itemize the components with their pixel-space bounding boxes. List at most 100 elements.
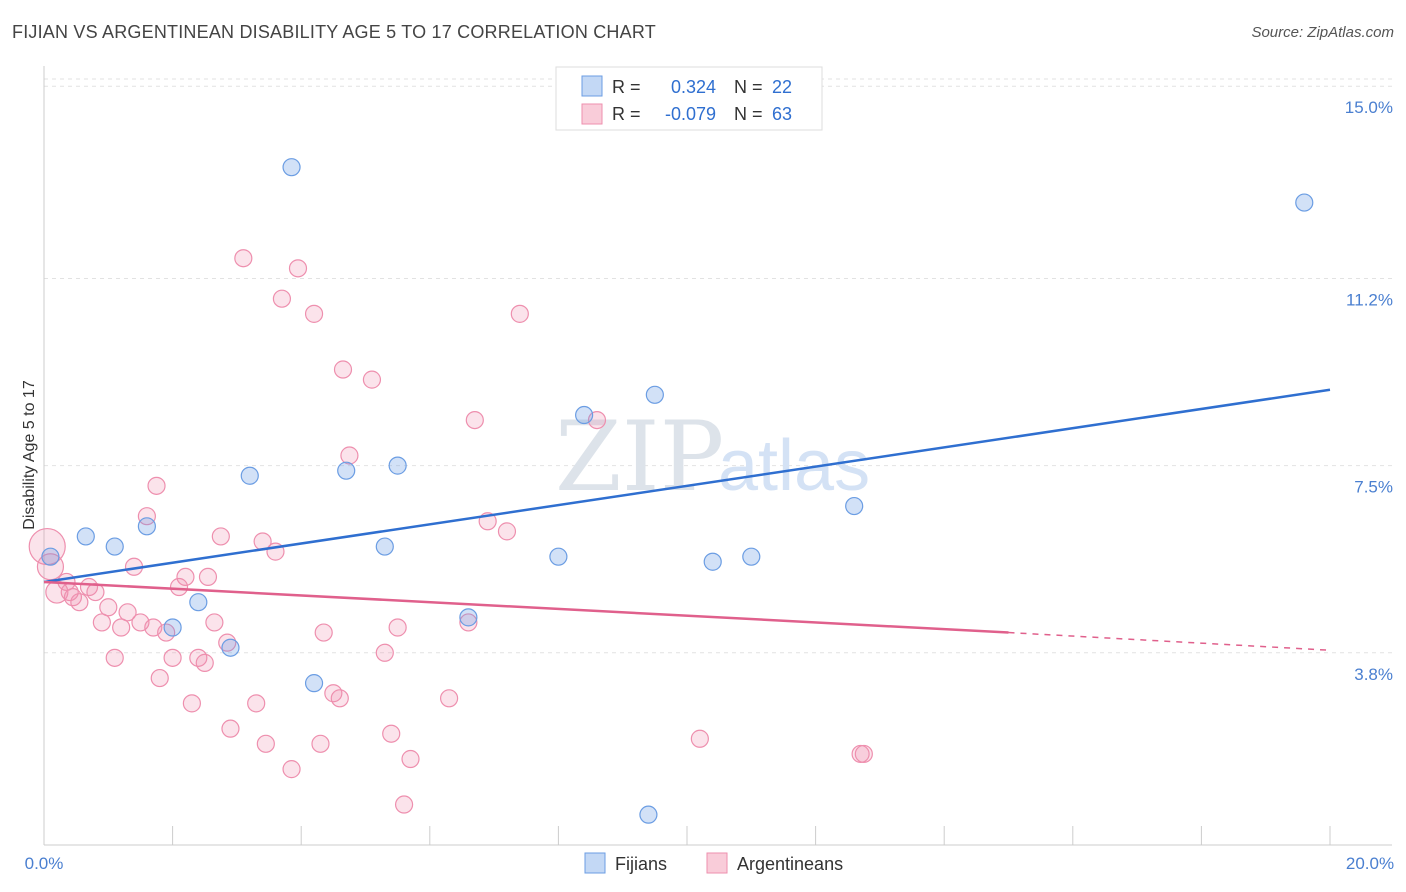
fijians-trend-line — [43, 388, 1331, 584]
argentinean-point-23 — [182, 694, 201, 713]
legend-r-label-1: R = — [612, 77, 641, 97]
fijian-point-16 — [645, 385, 664, 404]
argentinean-point-15 — [137, 507, 156, 526]
legend-n-value-1: 22 — [772, 77, 792, 97]
fijian-point-19 — [742, 547, 761, 566]
y-tick-label-2: 11.2% — [1346, 290, 1393, 309]
argentinean-point-51 — [394, 795, 414, 814]
legend-swatch-fijians — [581, 75, 603, 97]
argentinean-point-12 — [118, 603, 137, 622]
legend-n-value-2: 63 — [772, 104, 792, 124]
argentinean-point-26 — [198, 567, 218, 587]
fijian-point-1 — [76, 527, 95, 546]
y-tick-labels: 3.8% 7.5% 11.2% 15.0% — [1345, 98, 1393, 684]
fijian-point-14 — [549, 547, 568, 566]
argentinean-point-34 — [256, 734, 275, 753]
argentinean-point-11 — [112, 618, 131, 637]
y-tick-label-1: 7.5% — [1354, 478, 1393, 497]
watermark-zip: ZIP — [555, 401, 724, 513]
argentinean-point-30 — [221, 719, 240, 738]
fijian-point-0 — [41, 547, 60, 566]
fijian-point-17 — [639, 805, 658, 824]
legend-r-label-2: R = — [612, 104, 641, 124]
argentinean-point-41 — [314, 623, 333, 642]
fijian-point-10 — [337, 461, 356, 480]
bottom-legend-swatch-argentineans — [706, 852, 728, 874]
fijian-point-13 — [459, 608, 478, 627]
fijian-point-18 — [703, 552, 722, 571]
legend-r-value-1: 0.324 — [671, 77, 716, 97]
argentinean-point-52 — [439, 689, 459, 708]
argentinean-point-21 — [169, 577, 189, 597]
argentinean-point-27 — [205, 613, 224, 632]
x-tick-label-min: 0.0% — [25, 854, 64, 873]
fijian-point-5 — [189, 593, 208, 612]
fijian-point-11 — [375, 537, 394, 556]
fijian-point-4 — [163, 618, 182, 637]
argentinean-point-10 — [105, 648, 124, 667]
argentinean-point-53 — [459, 613, 478, 632]
fijian-point-15 — [575, 405, 594, 425]
argentinean-point-58 — [690, 729, 709, 748]
argentinean-point-44 — [333, 360, 353, 379]
argentinean-point-37 — [282, 760, 301, 779]
y-axis-label: Disability Age 5 to 17 — [21, 380, 38, 530]
fijian-point-3 — [137, 517, 156, 536]
stats-legend: R = 0.324 N = 22 R = -0.079 N = 63 — [555, 66, 823, 131]
argentinean-point-20 — [163, 648, 182, 667]
fijian-point-20 — [845, 496, 864, 516]
fijian-point-8 — [282, 158, 301, 177]
y-tick-label-3: 15.0% — [1345, 98, 1393, 117]
argentinean-point-36 — [272, 289, 292, 308]
trend-lines — [43, 388, 1331, 651]
argentinean-point-28 — [211, 527, 230, 546]
argentinean-point-32 — [247, 694, 266, 713]
argentinean-point-50 — [401, 749, 420, 769]
argentinean-point-45 — [340, 446, 359, 465]
fijian-point-9 — [304, 674, 324, 693]
fijian-point-6 — [221, 638, 240, 657]
fijian-point-2 — [105, 537, 124, 556]
argentinean-point-39 — [304, 304, 324, 323]
data-points — [28, 158, 1314, 824]
argentinean-point-38 — [288, 259, 308, 278]
argentinean-point-46 — [362, 370, 382, 389]
argentinean-point-48 — [382, 724, 401, 743]
legend-r-value-2: -0.079 — [665, 104, 716, 124]
argentineans-trend-extension — [1008, 631, 1331, 651]
argentinean-point-9 — [99, 598, 118, 617]
argentinean-point-43 — [330, 689, 349, 708]
legend-swatch-argentineans — [581, 103, 603, 125]
y-tick-label-0: 3.8% — [1354, 665, 1393, 684]
argentinean-point-40 — [311, 734, 330, 753]
argentinean-point-25 — [195, 653, 214, 672]
argentinean-point-57 — [510, 304, 529, 323]
bottom-legend-label-argentineans: Argentineans — [737, 854, 843, 874]
argentinean-point-18 — [150, 668, 169, 688]
argentinean-point-29 — [218, 633, 237, 652]
bottom-legend-swatch-fijians — [584, 852, 606, 874]
fijian-point-7 — [240, 466, 259, 485]
argentinean-point-22 — [176, 567, 195, 587]
source-label: Source: ZipAtlas.com — [1251, 24, 1394, 41]
x-tick-label-max: 20.0% — [1346, 854, 1394, 873]
x-ticks — [43, 826, 1331, 845]
argentinean-point-8 — [92, 613, 111, 632]
argentinean-point-60 — [854, 744, 873, 764]
watermark-atlas: atlas — [718, 426, 870, 506]
argentinean-point-49 — [388, 618, 407, 637]
argentinean-point-62 — [60, 582, 79, 602]
legend-n-label-2: N = — [734, 104, 763, 124]
argentinean-point-56 — [497, 522, 517, 541]
bottom-legend-label-fijians: Fijians — [615, 854, 667, 874]
legend-n-label-1: N = — [734, 77, 763, 97]
argentinean-point-47 — [375, 643, 394, 662]
chart-title: FIJIAN VS ARGENTINEAN DISABILITY AGE 5 T… — [12, 22, 656, 42]
fijian-point-12 — [388, 456, 407, 475]
argentinean-point-54 — [465, 410, 484, 430]
argentineans-trend-line — [43, 580, 1009, 634]
argentinean-point-17 — [147, 476, 166, 495]
series-legend: Fijians Argentineans — [584, 852, 843, 874]
fijian-point-21 — [1295, 193, 1314, 212]
